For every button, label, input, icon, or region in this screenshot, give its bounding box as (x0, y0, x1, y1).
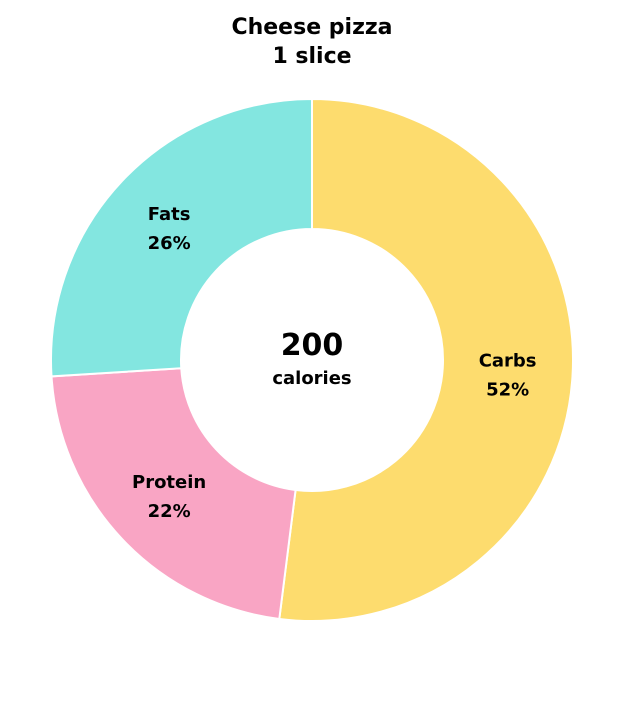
slice-label-protein: Protein (132, 472, 206, 493)
slice-carbs (278, 97, 574, 622)
slice-label-fats: Fats (148, 204, 191, 225)
slice-percent-fats: 26% (148, 233, 191, 254)
center-calorie-value: 200 (281, 328, 344, 363)
slice-percent-carbs: 52% (486, 379, 529, 400)
center-calorie-unit: calories (272, 368, 351, 389)
chart-subtitle: 1 slice (272, 44, 352, 69)
slice-fats (50, 97, 313, 378)
slice-label-carbs: Carbs (479, 350, 537, 371)
slice-protein (50, 367, 297, 621)
slice-percent-protein: 22% (148, 501, 191, 522)
chart-title: Cheese pizza (231, 15, 393, 40)
